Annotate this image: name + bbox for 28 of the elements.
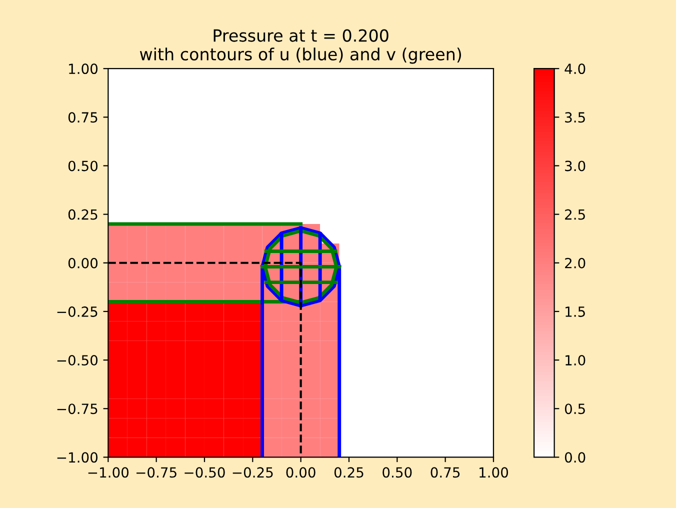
x-tick-label: −0.25 [232,467,273,478]
color-bar-label: 2.5 [565,209,585,220]
y-tick-label: 0.50 [68,160,98,172]
color-bar-label: 4.0 [564,64,586,74]
y-tick-label: −0.75 [57,404,98,414]
color-bar-label: 1.0 [566,355,586,366]
y-tick-label: 0.00 [68,258,98,268]
x-tick-label: 0.25 [334,467,364,478]
x-tick-label: −0.75 [136,467,176,478]
color-bar-label: 3.5 [565,112,585,123]
y-tick-label: −0.50 [57,355,98,366]
color-bar-label: 1.5 [566,306,585,317]
chart-title: Pressure at t = 0.200 with contours of u (blue) and v (green) [140,29,461,64]
x-tick-label: −1.00 [88,467,129,478]
y-tick-label: −1.00 [57,452,98,463]
color-bar-label: 0.5 [564,404,585,414]
x-tick-label: 1.00 [480,467,508,478]
y-tick-label: 0.75 [68,112,98,123]
x-tick-label: 0.50 [382,467,412,478]
color-bar-label: 2.0 [565,258,586,268]
y-tick-label: 0.25 [68,209,98,220]
x-tick-label: 0.75 [430,467,460,478]
y-tick-label: 1.00 [69,64,98,74]
color-bar-label: 0.0 [564,452,586,463]
y-tick-label: −0.25 [57,306,98,317]
color-bar-label: 3.0 [565,160,586,172]
x-tick-label: −0.50 [184,467,225,478]
x-tick-label: 0.00 [286,467,316,478]
